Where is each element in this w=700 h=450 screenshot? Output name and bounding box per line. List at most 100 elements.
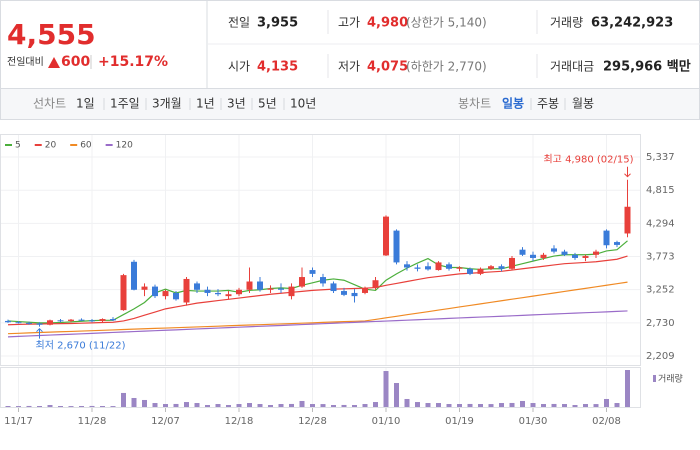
period-button[interactable]: 3년 (227, 97, 246, 111)
candle-body (110, 319, 116, 321)
volume-bar (331, 405, 336, 407)
change: 600 (61, 54, 90, 70)
volume-bar (509, 402, 515, 407)
period-button[interactable]: 3개월 (152, 97, 182, 111)
interval-button[interactable]: 월봉 (572, 97, 594, 111)
period-button[interactable]: 10년 (290, 97, 316, 111)
candle-body (152, 286, 158, 297)
low-arrow (36, 327, 43, 339)
volume-bar (5, 406, 11, 407)
candle-body (488, 266, 494, 269)
volume-bar (89, 405, 95, 407)
volume-bar (383, 371, 389, 407)
volume-bar (562, 404, 567, 407)
stat-note: (하한가 2,770) (406, 60, 487, 74)
change-rate: +15.17% (98, 54, 168, 70)
volume-bar (467, 403, 473, 407)
candle-body (393, 230, 400, 263)
ma-line (7, 281, 628, 335)
candle-body (551, 248, 557, 252)
price: 4,555 (7, 18, 96, 51)
volume-bar (142, 399, 147, 407)
volume-bar (530, 403, 536, 407)
x-tick-label: 12/18 (225, 416, 254, 427)
volume-bar (352, 405, 357, 407)
volume-bar (215, 404, 221, 407)
y-tick-label: 2,730 (646, 318, 675, 329)
volume-bar (163, 404, 168, 407)
volume-bar (257, 404, 263, 407)
volume-bar (289, 403, 294, 407)
x-tick-label: 12/07 (151, 416, 180, 427)
stat-value: 4,980 (367, 16, 408, 31)
up-triangle (48, 57, 60, 68)
volume-bar (499, 403, 504, 407)
candle-body (173, 292, 179, 300)
candle-body (467, 268, 473, 274)
volume-bar (425, 403, 431, 407)
x-tick-label: 01/10 (372, 416, 401, 427)
candle-body (215, 292, 221, 295)
volume-bar (320, 404, 326, 407)
volume-bar (236, 404, 242, 407)
volume-bar (226, 405, 231, 407)
period-button[interactable]: 1주일 (110, 97, 140, 111)
stat-label: 거래대금 (550, 60, 594, 74)
candle-body (320, 277, 326, 284)
interval-button[interactable]: 일봉 (502, 97, 524, 111)
candle-body (414, 267, 421, 269)
candle-body (68, 319, 74, 321)
candle-body (477, 268, 484, 274)
high-annotation: 최고 4,980 (02/15) (543, 154, 633, 166)
candle-body (614, 242, 620, 245)
volume-bar (446, 404, 452, 407)
candle-body (99, 319, 106, 321)
candle-body (519, 249, 526, 255)
candle-body (362, 287, 368, 293)
period-button[interactable]: 1일 (76, 97, 95, 111)
candle-body (246, 281, 253, 290)
volume-bar (541, 404, 546, 407)
y-tick-label: 3,252 (646, 285, 675, 296)
volume-bar (152, 403, 158, 407)
x-tick-label: 11/17 (4, 416, 33, 427)
candle-body (383, 216, 389, 256)
volume-bar (278, 404, 284, 407)
volume-bar (593, 404, 599, 407)
candle-body (509, 257, 515, 269)
volume-bar (121, 392, 126, 407)
volume-bar (205, 405, 210, 407)
candle-body (299, 277, 305, 287)
candle-body (603, 230, 610, 246)
volume-bar (362, 404, 368, 407)
candle-body (309, 270, 316, 274)
candle-body (446, 264, 452, 269)
volume-bar (583, 404, 588, 407)
low-annotation: 최저 2,670 (11/22) (36, 340, 126, 352)
volume-bar (184, 402, 189, 407)
period-button[interactable]: 5년 (258, 97, 277, 111)
volume-bar (47, 405, 53, 407)
high-arrow (624, 166, 631, 178)
candle-body (47, 320, 53, 325)
volume-bar (68, 406, 74, 407)
legend-label: 5 (15, 141, 21, 151)
volume-panel (0, 367, 641, 408)
y-tick-label: 2,209 (646, 351, 675, 362)
interval-button[interactable]: 주봉 (537, 97, 559, 111)
candle-body (257, 281, 263, 290)
volume-bar (394, 383, 399, 407)
y-tick-label: 3,773 (646, 252, 675, 263)
volume-bar (37, 406, 42, 407)
volume-bar (79, 406, 84, 407)
candle-body (89, 320, 95, 322)
candle-body (225, 294, 232, 297)
stat-label: 전일 (228, 16, 250, 30)
candle-body (341, 291, 347, 295)
volume-bar (100, 406, 105, 407)
volume-bar (625, 370, 630, 407)
period-button[interactable]: 1년 (196, 97, 215, 111)
candle-body (141, 286, 148, 290)
ma-line (7, 255, 628, 326)
